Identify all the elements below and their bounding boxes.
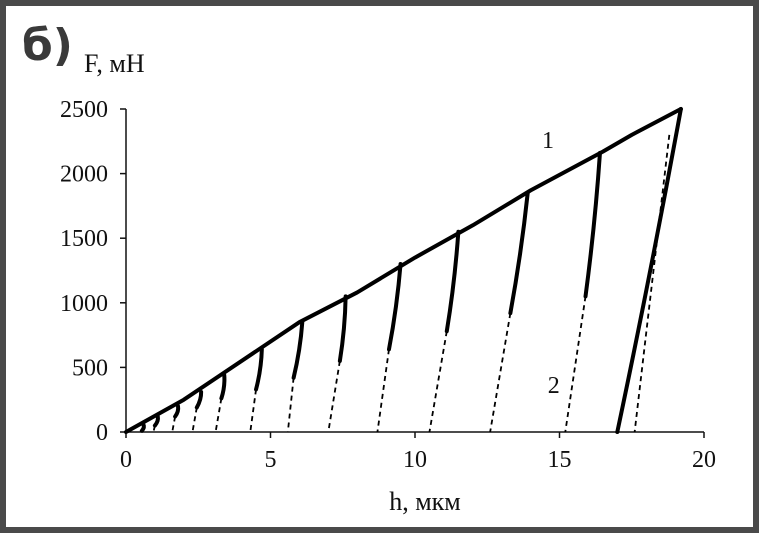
dashed-segment bbox=[249, 389, 257, 433]
dashed-segment bbox=[286, 377, 295, 433]
unloading-segment bbox=[254, 347, 264, 392]
x-tick-label: 20 bbox=[692, 447, 716, 473]
x-tick-label: 10 bbox=[403, 447, 427, 473]
axes bbox=[120, 108, 705, 438]
chart-svg: 0 5 10 15 20 0 500 1000 1500 2000 2500 h, мкм F, мН… bbox=[60, 49, 716, 516]
unloading-segment bbox=[508, 190, 530, 316]
labels: h, мкм F, мН 1 2 bbox=[84, 49, 560, 516]
dashed-segment bbox=[152, 425, 156, 433]
dashed-segment bbox=[139, 430, 143, 433]
panel-label: б) bbox=[22, 20, 73, 71]
dashed-segment bbox=[191, 407, 198, 433]
unloading-segment bbox=[386, 262, 403, 352]
dashed-segment bbox=[214, 398, 223, 433]
curve-label: 1 bbox=[542, 128, 554, 154]
unloading-segment bbox=[337, 294, 348, 363]
unloading-segment bbox=[152, 414, 160, 428]
unloading-segment bbox=[291, 320, 305, 380]
dashed-segment bbox=[489, 312, 512, 433]
dashed-segment bbox=[633, 134, 671, 433]
dashed-segment bbox=[376, 349, 390, 433]
curve-label: 2 bbox=[548, 373, 560, 399]
unloading-segment bbox=[219, 373, 227, 401]
tick-labels: 0 5 10 15 20 0 500 1000 1500 2000 2500 bbox=[60, 97, 716, 473]
x-axis-label: h, мкм bbox=[389, 487, 461, 516]
loading-curve bbox=[124, 107, 683, 434]
dashed-segment bbox=[564, 296, 587, 433]
dashed-segment bbox=[327, 360, 341, 433]
unloading-segment bbox=[139, 422, 146, 433]
unloading-segment bbox=[583, 150, 602, 299]
curves bbox=[124, 107, 683, 434]
y-tick-label: 2000 bbox=[60, 162, 108, 188]
y-tick-label: 500 bbox=[72, 355, 108, 381]
y-tick-label: 2500 bbox=[60, 97, 108, 123]
x-tick-label: 15 bbox=[548, 447, 572, 473]
x-tick-label: 5 bbox=[265, 447, 277, 473]
dashed-segment bbox=[171, 416, 177, 433]
x-tick-label: 0 bbox=[120, 447, 132, 473]
unloading-segment bbox=[615, 107, 683, 434]
unloading-segment bbox=[444, 229, 461, 334]
unloading-segment bbox=[194, 389, 204, 410]
y-axis-label: F, мН bbox=[84, 49, 145, 78]
dashed-segment bbox=[428, 331, 448, 433]
unloading-segment bbox=[173, 404, 181, 419]
y-tick-label: 1000 bbox=[60, 291, 108, 317]
y-tick-label: 0 bbox=[96, 420, 108, 446]
y-tick-label: 1500 bbox=[60, 226, 108, 252]
